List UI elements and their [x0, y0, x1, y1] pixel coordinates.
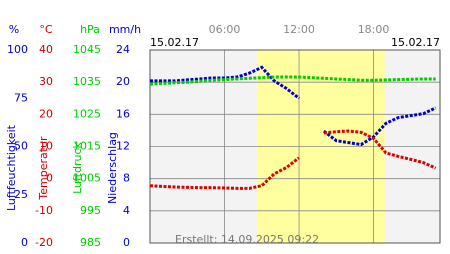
y-tick-label: 4: [123, 204, 130, 217]
x-tick-label: 06:00: [209, 23, 241, 36]
y-tick-label: 1005: [73, 172, 101, 185]
series-line: [149, 129, 437, 190]
x-tick-label: 12:00: [283, 23, 315, 36]
plot-border: [149, 49, 441, 244]
y-tick-label: 10: [39, 140, 53, 153]
y-tick-label: 16: [116, 107, 130, 120]
y-tick-label: -20: [35, 236, 53, 249]
axis-unit: %: [9, 23, 19, 36]
y-tick-label: 30: [39, 75, 53, 88]
y-tick-label: 985: [80, 236, 101, 249]
y-tick-label: 75: [14, 91, 28, 104]
series-line: [150, 65, 437, 147]
axis-unit: mm/h: [109, 23, 141, 36]
y-tick-label: 24: [116, 43, 130, 56]
y-tick-label: 0: [46, 172, 53, 185]
y-tick-label: 1015: [73, 140, 101, 153]
y-tick-label: 1035: [73, 75, 101, 88]
y-tick-label: 100: [7, 43, 28, 56]
y-tick-label: -10: [35, 204, 53, 217]
footer: Erstellt: 14.09.2025 09:22: [175, 233, 319, 246]
axis-label: Luftfeuchtigkeit: [5, 124, 18, 211]
y-tick-label: 12: [116, 140, 130, 153]
y-tick-label: 25: [14, 188, 28, 201]
axis-label: Niederschlag: [106, 132, 119, 204]
y-tick-label: 0: [123, 236, 130, 249]
axis-label: Luftdruck: [71, 141, 84, 193]
y-tick-label: 0: [21, 236, 28, 249]
y-tick-label: 20: [39, 107, 53, 120]
y-tick-label: 40: [39, 43, 53, 56]
y-tick-label: 1025: [73, 107, 101, 120]
axis-label: Temperatur: [37, 136, 50, 201]
y-tick-label: 1045: [73, 43, 101, 56]
y-tick-label: 20: [116, 75, 130, 88]
y-tick-label: 8: [123, 172, 130, 185]
y-tick-label: 50: [14, 140, 28, 153]
x-tick-label: 18:00: [358, 23, 390, 36]
axis-unit: °C: [39, 23, 53, 36]
axis-unit: hPa: [80, 23, 100, 36]
date-right: 15.02.17: [391, 36, 440, 49]
date-left: 15.02.17: [150, 36, 199, 49]
y-tick-label: 995: [80, 204, 101, 217]
series-line: [149, 75, 436, 86]
